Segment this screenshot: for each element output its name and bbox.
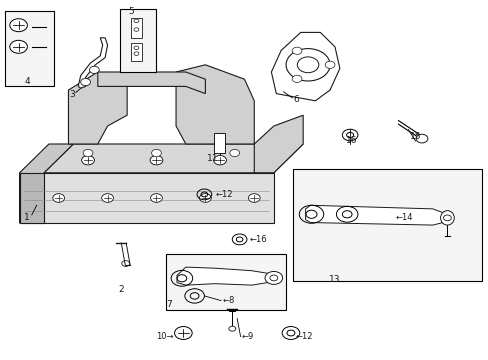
Circle shape [83,149,93,157]
Circle shape [53,194,64,202]
Text: ←12: ←12 [295,332,313,341]
Circle shape [269,275,277,281]
Bar [120,9,156,72]
Circle shape [10,40,27,53]
Circle shape [264,271,282,284]
Circle shape [199,194,211,202]
Circle shape [285,49,329,81]
Bar [293,169,481,281]
Text: 11: 11 [206,154,218,163]
Polygon shape [305,205,447,225]
Circle shape [325,61,334,68]
Circle shape [89,66,99,73]
Polygon shape [68,72,127,144]
Circle shape [229,149,239,157]
Text: 6: 6 [293,94,299,104]
Bar [214,133,224,153]
Ellipse shape [440,211,453,225]
Text: ←12: ←12 [215,190,232,199]
Circle shape [213,156,226,165]
Circle shape [174,327,192,339]
Circle shape [150,194,162,202]
Circle shape [122,261,129,266]
Circle shape [248,194,260,202]
Circle shape [291,47,301,54]
Text: ←9: ←9 [242,332,254,341]
Polygon shape [20,173,44,223]
Circle shape [81,78,90,86]
Circle shape [151,149,161,157]
Circle shape [291,75,301,82]
Bar [131,43,142,61]
Circle shape [150,156,163,165]
Circle shape [228,326,235,331]
Text: 2: 2 [118,285,124,294]
Polygon shape [271,32,339,101]
Text: 5: 5 [128,7,134,16]
Circle shape [297,57,318,73]
Polygon shape [177,267,273,285]
Bar [5,11,54,86]
Text: 10→: 10→ [156,332,173,341]
Polygon shape [44,144,303,173]
Circle shape [102,194,113,202]
Text: 4: 4 [25,77,31,85]
Polygon shape [98,72,205,94]
Polygon shape [78,38,107,88]
Text: 1: 1 [24,213,30,222]
Text: 13: 13 [328,274,340,284]
Polygon shape [254,115,303,173]
Bar [166,254,285,310]
Polygon shape [20,173,273,223]
Text: 15: 15 [409,132,421,141]
Circle shape [10,19,27,32]
Circle shape [443,215,450,221]
Text: ←8: ←8 [222,296,234,305]
Bar [131,18,142,38]
Circle shape [81,156,94,165]
Text: 3: 3 [69,90,75,99]
Text: ←14: ←14 [395,213,413,222]
Text: 7: 7 [165,300,171,309]
Polygon shape [176,65,254,144]
Circle shape [415,134,427,143]
Text: 16: 16 [346,136,357,145]
Polygon shape [20,144,73,223]
Text: ←16: ←16 [249,235,266,244]
